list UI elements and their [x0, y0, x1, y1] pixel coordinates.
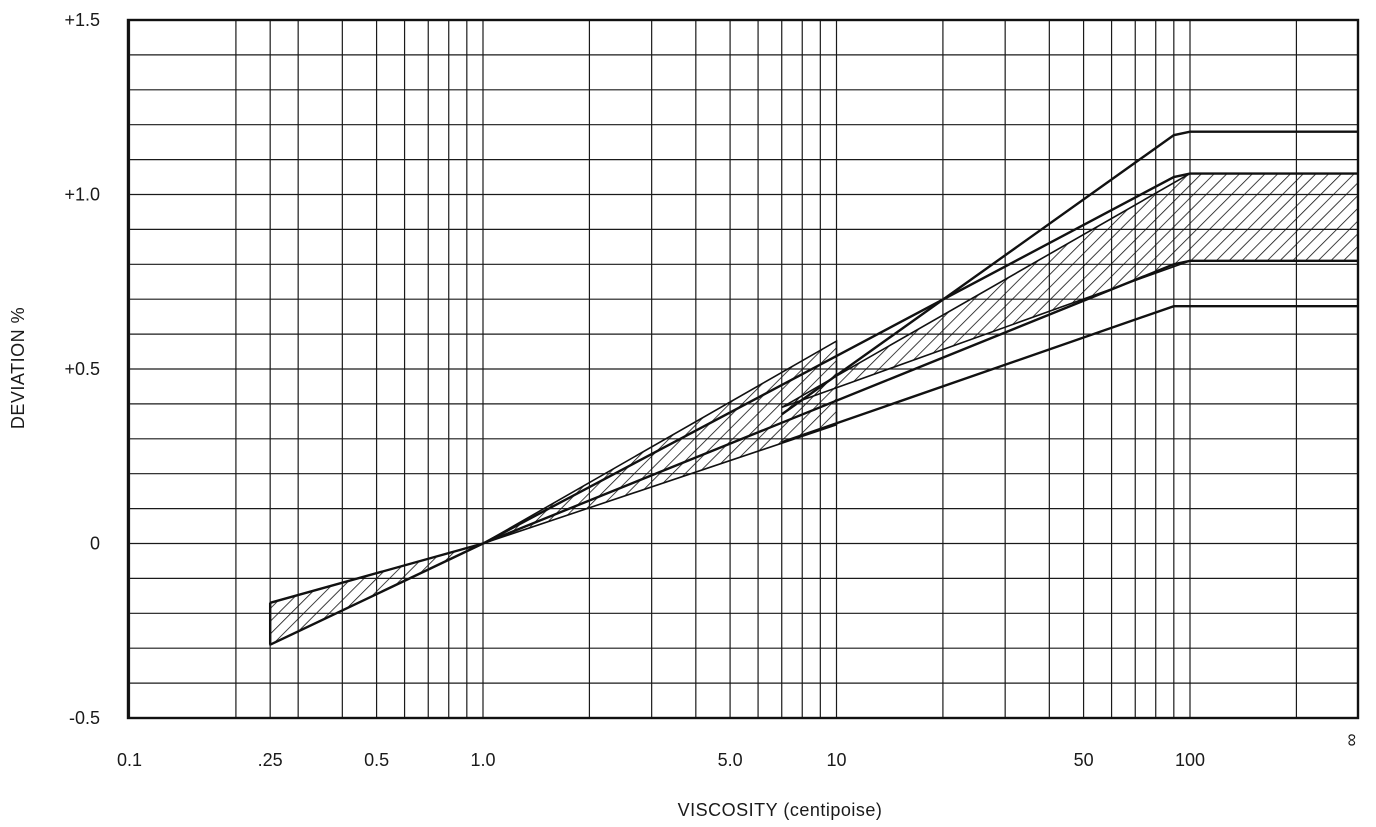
y-tick-label: +1.5	[64, 10, 100, 30]
x-tick-label: 10	[826, 750, 846, 770]
x-tick-label: ∞	[1341, 733, 1361, 746]
series-line-layer	[268, 130, 1358, 646]
y-tick-label: +1.0	[64, 185, 100, 205]
x-tick-label: 100	[1175, 750, 1205, 770]
x-axis-label: VISCOSITY (centipoise)	[678, 800, 883, 820]
tick-label-layer: +1.5 +1.0 +0.5 0 -0.5 0.1 .25 0.5 1.0 5.0 10 50 100 ∞	[64, 10, 1361, 770]
x-tick-label: 5.0	[718, 750, 743, 770]
x-tick-label: 0.1	[117, 750, 142, 770]
grid-layer	[128, 20, 1358, 718]
y-tick-label: +0.5	[64, 359, 100, 379]
x-tick-label: 0.5	[364, 750, 389, 770]
x-tick-label: 1.0	[470, 750, 495, 770]
series-line	[269, 259, 1358, 646]
series-line	[781, 304, 1358, 444]
x-tick-label: .25	[258, 750, 283, 770]
series-line	[781, 130, 1358, 416]
x-tick-label: 50	[1074, 750, 1094, 770]
y-axis-label: DEVIATION %	[8, 307, 28, 429]
y-tick-label: -0.5	[69, 708, 100, 728]
series-line	[269, 172, 1358, 604]
plot-frame	[126, 18, 1360, 720]
y-tick-label: 0	[90, 534, 100, 554]
